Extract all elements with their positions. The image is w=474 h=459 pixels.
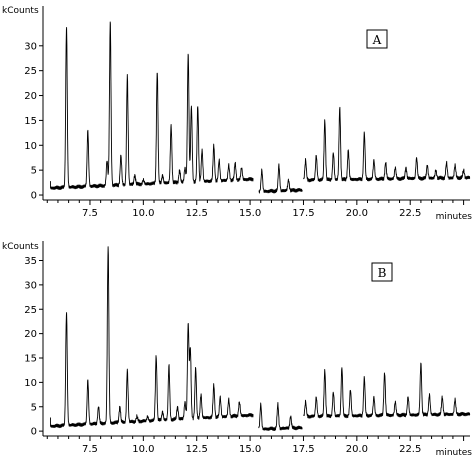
x-tick-label-a: 15.0 [239, 208, 261, 219]
trace-segment-a [258, 163, 303, 194]
y-axis-title-b: kCounts [2, 242, 39, 252]
y-axis-title-a: kCounts [2, 6, 39, 16]
x-tick-label-b: 17.5 [292, 444, 314, 455]
chromatogram-panel-b: kCounts minutes B 0 5 10 15 20 25 30 35 7.5 10.0… [2, 241, 472, 458]
y-ticks-b: 0 5 10 15 20 25 30 35 [24, 256, 43, 438]
trace-segment-b [258, 402, 303, 432]
trace-segment-a [50, 21, 254, 191]
x-tick-label-a: 10.0 [132, 208, 154, 219]
y-tick-label-b: 5 [31, 402, 37, 413]
panel-label-b: B [378, 266, 387, 280]
trace-segment-b [303, 362, 471, 419]
y-tick-label-a: 5 [31, 166, 37, 177]
axes-b [42, 241, 470, 437]
panel-label-box-b [371, 262, 393, 282]
y-tick-label-b: 10 [24, 378, 37, 389]
x-tick-label-a: 7.5 [82, 208, 98, 219]
y-ticks-a: 0 5 10 15 20 25 30 [24, 41, 43, 202]
x-tick-label-b: 7.5 [82, 444, 98, 455]
x-axis-title-a: minutes [436, 212, 473, 222]
x-tick-label-b: 12.5 [186, 444, 208, 455]
y-tick-label-b: 0 [31, 427, 37, 438]
x-ticks-b: 7.5 10.0 12.5 15.0 17.5 20.0 22.5 [46, 436, 465, 455]
y-tick-label-a: 0 [31, 191, 37, 202]
x-tick-label-a: 22.5 [399, 208, 421, 219]
x-tick-label-b: 10.0 [132, 444, 154, 455]
y-tick-label-a: 10 [24, 141, 37, 152]
y-tick-label-a: 15 [24, 116, 37, 127]
x-axis-title-b: minutes [436, 448, 473, 458]
x-tick-label-a: 12.5 [186, 208, 208, 219]
axes-a [42, 6, 470, 201]
traces-a [50, 21, 471, 194]
y-tick-label-a: 20 [24, 91, 37, 102]
y-tick-label-b: 20 [24, 329, 37, 340]
traces-b [50, 246, 471, 432]
x-ticks-a: 7.5 10.0 12.5 15.0 17.5 20.0 22.5 [46, 200, 465, 219]
x-tick-label-a: 17.5 [292, 208, 314, 219]
y-tick-label-b: 15 [24, 354, 37, 365]
chromatogram-panel-a: kCounts minutes A 0 5 10 15 20 25 30 7.5 10.0 12… [2, 6, 472, 222]
trace-segment-a [303, 106, 471, 183]
x-tick-label-b: 22.5 [399, 444, 421, 455]
panel-label-box-a [366, 29, 388, 49]
y-tick-label-b: 35 [24, 256, 37, 267]
y-tick-label-a: 30 [24, 41, 37, 52]
x-tick-label-b: 20.0 [346, 444, 368, 455]
x-tick-label-b: 15.0 [239, 444, 261, 455]
y-tick-label-a: 25 [24, 66, 37, 77]
x-tick-label-a: 20.0 [346, 208, 368, 219]
y-tick-label-b: 25 [24, 305, 37, 316]
trace-segment-b [50, 246, 254, 429]
y-tick-label-b: 30 [24, 280, 37, 291]
panel-label-a: A [372, 33, 382, 47]
